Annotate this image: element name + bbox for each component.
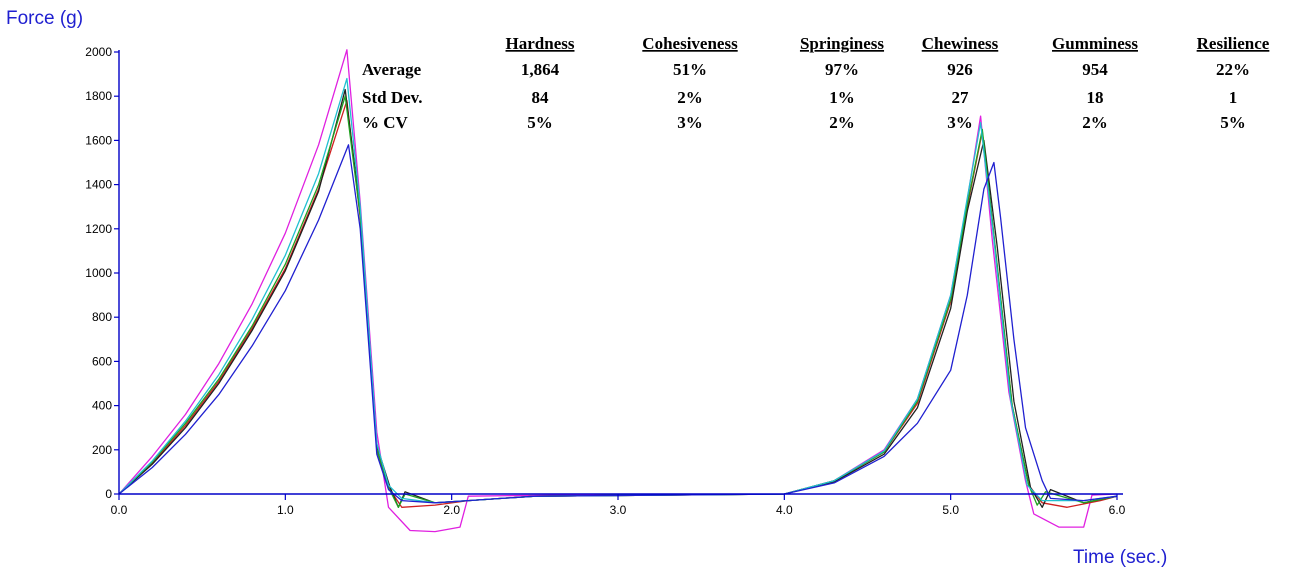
x-tick-label: 3.0 bbox=[610, 503, 627, 517]
stats-cell: 18 bbox=[1087, 88, 1104, 107]
y-tick-label: 600 bbox=[92, 354, 112, 368]
stats-row-label: % CV bbox=[362, 113, 409, 132]
series-line-2 bbox=[118, 99, 1118, 508]
stats-cell: 2% bbox=[1082, 113, 1108, 132]
series-layer bbox=[118, 49, 1118, 533]
stats-row-label: Std Dev. bbox=[362, 88, 422, 107]
x-tick-label: 0.0 bbox=[111, 503, 128, 517]
stats-cell: 22% bbox=[1216, 60, 1250, 79]
stats-cell: 5% bbox=[1220, 113, 1246, 132]
stats-column-header: Cohesiveness bbox=[642, 34, 738, 53]
x-tick-label: 4.0 bbox=[776, 503, 793, 517]
stats-cell: 51% bbox=[673, 60, 707, 79]
y-tick-label: 2000 bbox=[85, 45, 112, 59]
stats-column-header: Springiness bbox=[800, 34, 884, 53]
stats-column-header: Gumminess bbox=[1052, 34, 1138, 53]
stats-cell: 97% bbox=[825, 60, 859, 79]
y-tick-label: 200 bbox=[92, 443, 112, 457]
x-tick-label: 1.0 bbox=[277, 503, 294, 517]
stats-column-header: Chewiness bbox=[922, 34, 999, 53]
stats-table: Hardness Cohesiveness Springiness Chewiness… bbox=[362, 34, 1270, 132]
x-tick-label: 5.0 bbox=[942, 503, 959, 517]
stats-cell: 27 bbox=[952, 88, 970, 107]
y-axis-title: Force (g) bbox=[6, 8, 83, 29]
stats-column-header: Resilience bbox=[1197, 34, 1270, 53]
x-tick-label: 2.0 bbox=[443, 503, 460, 517]
stats-cell: 3% bbox=[677, 113, 703, 132]
y-tick-label: 1400 bbox=[85, 178, 112, 192]
x-axis-title: Time (sec.) bbox=[1073, 547, 1167, 568]
y-tick-label: 1800 bbox=[85, 89, 112, 103]
axes-layer: 0.0 1.0 2.0 3.0 4.0 5.0 6.0 0 200 400 600 800 1000 12… bbox=[85, 45, 1125, 517]
y-tick-label: 800 bbox=[92, 310, 112, 324]
y-tick-label: 1000 bbox=[85, 266, 112, 280]
stats-cell: 2% bbox=[829, 113, 855, 132]
stats-row-label: Average bbox=[362, 60, 422, 79]
y-tick-label: 0 bbox=[105, 487, 112, 501]
x-tick-label: 6.0 bbox=[1109, 503, 1126, 517]
series-line-6 bbox=[118, 144, 1118, 504]
series-line-1 bbox=[118, 49, 1118, 533]
y-tick-label: 1200 bbox=[85, 222, 112, 236]
stats-cell: 926 bbox=[947, 60, 973, 79]
y-tick-label: 1600 bbox=[85, 133, 112, 147]
stats-cell: 1,864 bbox=[521, 60, 560, 79]
stats-cell: 954 bbox=[1082, 60, 1108, 79]
stats-cell: 3% bbox=[947, 113, 973, 132]
stats-cell: 1% bbox=[829, 88, 855, 107]
y-tick-label: 400 bbox=[92, 399, 112, 413]
stats-cell: 84 bbox=[532, 88, 550, 107]
stats-cell: 2% bbox=[677, 88, 703, 107]
series-line-5 bbox=[118, 77, 1118, 504]
stats-cell: 1 bbox=[1229, 88, 1238, 107]
stats-column-header: Hardness bbox=[506, 34, 575, 53]
stats-cell: 5% bbox=[527, 113, 553, 132]
